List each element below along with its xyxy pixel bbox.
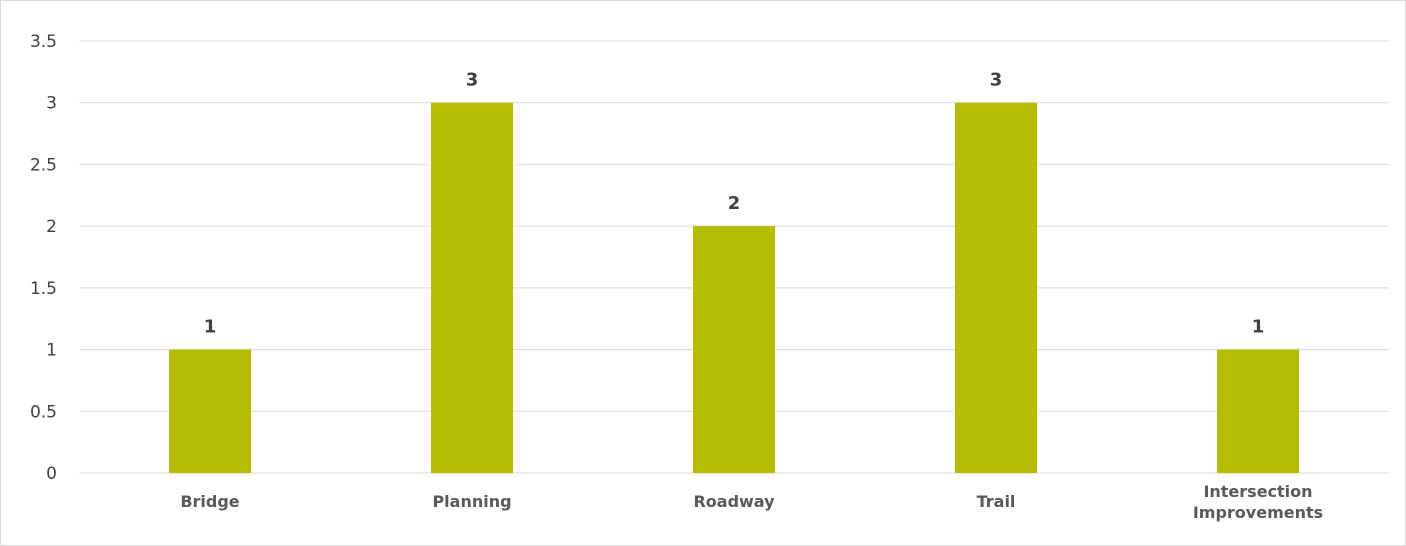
bar	[955, 102, 1037, 473]
x-tick-label-line: Roadway	[693, 492, 775, 511]
y-axis-ticks: 0 0.5 1 1.5 2 2.5 3 3.5	[30, 32, 57, 484]
bar	[431, 102, 513, 473]
x-axis-ticks: Bridge Planning Roadway Trail Intersection Im…	[180, 482, 1323, 522]
y-tick-label: 3	[46, 94, 57, 114]
x-tick-label: Intersection Improvements	[1193, 482, 1323, 522]
data-label: 3	[990, 70, 1003, 91]
data-label: 2	[728, 193, 741, 214]
x-tick-label-line: Bridge	[180, 492, 239, 511]
y-tick-label: 2	[46, 217, 57, 237]
y-tick-label: 1.5	[30, 279, 57, 299]
y-tick-label: 1	[46, 341, 57, 361]
data-label: 3	[466, 70, 479, 91]
y-tick-label: 2.5	[30, 155, 57, 175]
y-tick-label: 3.5	[30, 32, 57, 52]
x-tick-label-line: Trail	[977, 492, 1016, 511]
x-tick-label: Planning	[432, 492, 511, 511]
x-tick-label: Bridge	[180, 492, 239, 511]
x-tick-label-line: Planning	[432, 492, 511, 511]
data-label: 1	[1252, 317, 1265, 338]
bar	[169, 349, 251, 473]
x-tick-label: Trail	[977, 492, 1016, 511]
y-tick-label: 0	[46, 464, 57, 484]
bar	[1217, 349, 1299, 473]
bars	[169, 102, 1299, 473]
y-tick-label: 0.5	[30, 402, 57, 422]
x-tick-label-line: Improvements	[1193, 503, 1323, 522]
x-tick-label-line: Intersection	[1203, 482, 1312, 501]
data-label: 1	[204, 317, 217, 338]
bar	[693, 226, 775, 473]
x-tick-label: Roadway	[693, 492, 775, 511]
data-labels: 1 3 2 3 1	[204, 70, 1265, 338]
